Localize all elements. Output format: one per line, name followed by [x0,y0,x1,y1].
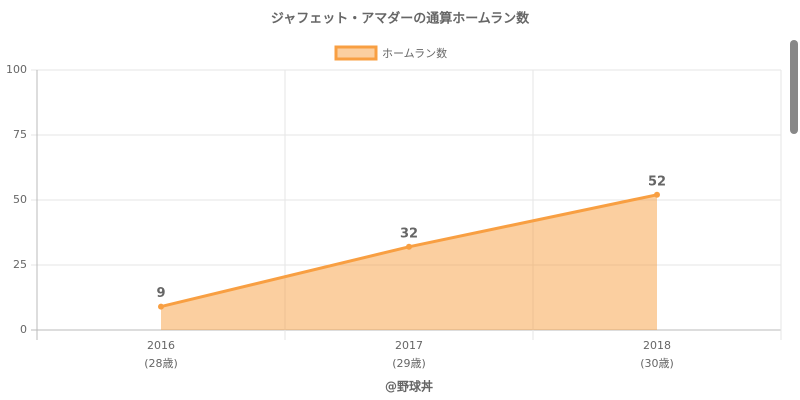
value-label: 9 [156,286,165,301]
point [654,191,660,198]
value-label: 32 [400,226,418,241]
x-tick-label: 2016 [147,339,175,352]
y-tick-label: 75 [13,128,27,141]
x-axis-title: @野球丼 [385,379,433,394]
chart-title: ジャフェット・アマダーの通算ホームラン数 [271,11,530,27]
x-tick-label: 2018 [643,339,671,352]
y-tick-label: 50 [13,193,27,206]
x-tick-label: 2017 [395,339,423,352]
legend-swatch [334,45,378,61]
x-tick-label: (30歳) [640,357,674,370]
area [161,194,657,330]
value-label: 52 [648,174,666,189]
point [158,303,164,310]
y-tick-label: 0 [20,323,27,336]
y-tick-label: 100 [6,63,27,76]
x-tick-label: (29歳) [392,357,426,370]
scrollbar[interactable] [790,40,798,134]
point [406,243,412,250]
y-tick-label: 25 [13,258,27,271]
x-tick-label: (28歳) [144,357,178,370]
legend-label: ホームラン数 [382,47,447,60]
